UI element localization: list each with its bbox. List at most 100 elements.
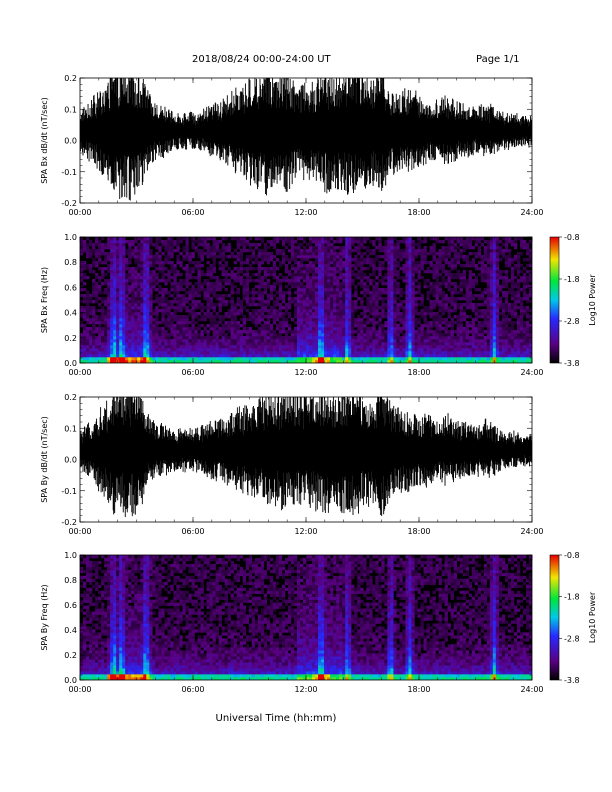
spectrogram-cell xyxy=(405,249,409,253)
spectrogram-cell xyxy=(336,297,340,301)
spectrogram-cell xyxy=(372,357,376,361)
spectrogram-cell xyxy=(170,312,174,316)
spectrogram-cell xyxy=(411,276,415,280)
spectrogram-cell xyxy=(173,285,177,289)
spectrogram-cell xyxy=(233,330,237,334)
spectrogram-cell xyxy=(146,240,150,244)
spectrogram-cell xyxy=(408,321,412,325)
spectrogram-cell xyxy=(486,303,491,307)
spectrogram-cell xyxy=(342,327,346,331)
spectrogram-cell xyxy=(134,318,138,322)
spectrogram-cell xyxy=(375,300,379,304)
spectrogram-cell xyxy=(146,297,150,301)
spectrogram-cell xyxy=(212,348,216,352)
spectrogram-cell xyxy=(116,276,120,280)
spectrogram-cell xyxy=(480,315,485,319)
spectrogram-cell xyxy=(170,282,174,286)
spectrogram-cell xyxy=(245,285,250,289)
spectrogram-cell xyxy=(357,318,361,322)
spectrogram-cell xyxy=(116,267,120,271)
spectrogram-cell xyxy=(80,261,84,265)
spectrogram-cell xyxy=(492,270,497,274)
spectrogram-cell xyxy=(128,246,132,250)
spectrogram-cell xyxy=(348,288,352,292)
spectrogram-cell xyxy=(83,273,87,277)
spectrogram-cell xyxy=(495,306,500,310)
spectrogram-cell xyxy=(399,327,403,331)
spectrogram-cell xyxy=(170,330,174,334)
spectrogram-cell xyxy=(402,327,406,331)
spectrogram-cell xyxy=(477,240,482,244)
spectrogram-cell xyxy=(275,339,280,343)
spectrogram-cell xyxy=(432,357,436,361)
spectrogram-cell xyxy=(266,354,271,358)
spectrogram-cell xyxy=(149,315,153,319)
spectrogram-cell xyxy=(83,240,87,244)
spectrogram-cell xyxy=(179,240,183,244)
spectrogram-cell xyxy=(194,333,198,337)
spectrogram-cell xyxy=(405,276,409,280)
spectrogram-cell xyxy=(489,291,494,295)
spectrogram-cell xyxy=(134,300,138,304)
spectrogram-cell xyxy=(447,276,451,280)
spectrogram-cell xyxy=(242,306,247,310)
spectrogram-cell xyxy=(372,333,376,337)
spectrogram-cell xyxy=(339,276,343,280)
spectrogram-cell xyxy=(236,360,240,363)
spectrogram-cell xyxy=(224,345,228,349)
spectrogram-cell xyxy=(254,324,259,328)
spectrogram-cell xyxy=(161,273,165,277)
spectrogram-cell xyxy=(312,261,316,265)
spectrogram-cell xyxy=(188,291,192,295)
spectrogram-cell xyxy=(251,297,256,301)
spectrogram-cell xyxy=(405,342,409,346)
spectrogram-cell xyxy=(296,303,301,307)
spectrogram-cell xyxy=(363,276,367,280)
spectrogram-cell xyxy=(179,324,183,328)
spectrogram-cell xyxy=(152,288,156,292)
spectrogram-cell xyxy=(369,240,373,244)
spectrogram-cell xyxy=(260,258,265,262)
spectrogram-cell xyxy=(324,273,328,277)
spectrogram-cell xyxy=(236,336,240,340)
spectrogram-cell xyxy=(215,339,219,343)
spectrogram-cell xyxy=(429,327,433,331)
spectrogram-cell xyxy=(459,288,463,292)
spectrogram-cell xyxy=(459,255,463,259)
y-tick-label: -0.2 xyxy=(61,199,77,208)
spectrogram-cell xyxy=(236,348,240,352)
spectrogram-cell xyxy=(284,285,289,289)
spectrogram-cell xyxy=(278,288,283,292)
spectrogram-cell xyxy=(330,252,334,256)
spectrogram-cell xyxy=(318,348,322,352)
spectrogram-cell xyxy=(453,336,457,340)
spectrogram-cell xyxy=(185,282,189,286)
spectrogram-cell xyxy=(206,330,210,334)
spectrogram-cell xyxy=(185,327,189,331)
spectrogram-cell xyxy=(390,342,394,346)
spectrogram-cell xyxy=(248,255,253,259)
spectrogram-cell xyxy=(465,345,470,349)
spectrogram-cell xyxy=(302,309,307,313)
spectrogram-cell xyxy=(387,306,391,310)
spectrogram-cell xyxy=(429,333,433,337)
spectrogram-cell xyxy=(411,288,415,292)
spectrogram-cell xyxy=(375,306,379,310)
spectrogram-cell xyxy=(299,261,304,265)
spectrogram-cell xyxy=(263,321,268,325)
spectrogram-cell xyxy=(441,249,445,253)
spectrogram-cell xyxy=(309,312,313,316)
spectrogram-cell xyxy=(306,333,310,337)
spectrogram-cell xyxy=(420,267,424,271)
spectrogram-cell xyxy=(432,237,436,241)
spectrogram-cell xyxy=(438,351,442,355)
spectrogram-cell xyxy=(218,351,222,355)
spectrogram-cell xyxy=(423,354,427,358)
spectrogram-cell xyxy=(299,309,304,313)
spectrogram-cell xyxy=(110,279,114,283)
spectrogram-cell xyxy=(333,303,337,307)
spectrogram-cell xyxy=(299,294,304,298)
spectrogram-cell xyxy=(173,240,177,244)
spectrogram-cell xyxy=(170,327,174,331)
spectrogram-cell xyxy=(116,342,120,346)
